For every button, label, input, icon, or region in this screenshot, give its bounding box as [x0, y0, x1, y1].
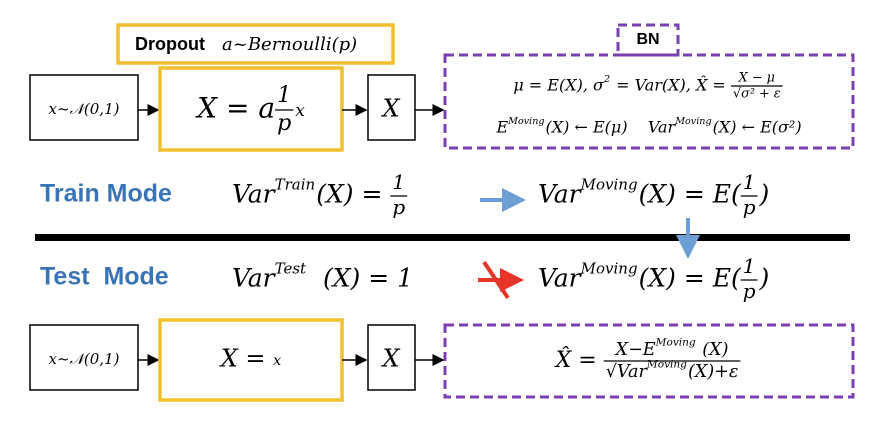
formula-text: Var: [232, 180, 277, 209]
formula: x~𝒩(0,1): [49, 350, 120, 368]
formula-text: Var: [538, 264, 583, 293]
formula-text: X−E: [614, 340, 656, 360]
formula-text: 1: [743, 170, 756, 194]
formula-text: Moving: [580, 176, 638, 194]
formula-text: p: [392, 195, 405, 219]
formula-text: (X) = E(: [639, 264, 742, 293]
formula-text: x: [295, 100, 305, 120]
formula-text: μ = E(X), σ: [513, 76, 605, 95]
denominator: p: [277, 110, 291, 136]
dropout-label-box: [116, 23, 395, 65]
cross-mark: [482, 260, 510, 300]
numerator: X − μ: [738, 71, 775, 86]
formula-text: (X): [697, 340, 729, 360]
formula-text: x~𝒩(0,1): [49, 350, 120, 368]
formula-text: (X) = 1: [307, 264, 413, 293]
bn-box: [443, 323, 855, 399]
formula-text: 1: [277, 82, 291, 108]
numerator: 1: [392, 170, 405, 194]
formula-text: (X) ← E(σ²): [713, 118, 802, 137]
formula-text: Train: [275, 176, 316, 194]
formula: a~Bernoulli(p): [222, 34, 357, 55]
formula-text: ): [759, 264, 770, 293]
formula-text: X̂ =: [554, 347, 604, 373]
formula-text: p: [743, 279, 756, 303]
bn-box: [443, 53, 855, 150]
formula-text: x~𝒩(0,1): [49, 100, 120, 118]
formula: Var Test (X) = 1: [232, 260, 413, 293]
formula-text: X − μ: [738, 71, 775, 86]
denominator: √σ² + ε: [733, 87, 781, 102]
formula: X = x: [219, 345, 282, 373]
input-box: [29, 324, 139, 391]
output-box: [367, 324, 416, 391]
formula: E Moving (X) ← E(μ) Var Moving (X) ← E(σ²): [495, 116, 801, 137]
formula: X: [380, 95, 400, 123]
formula-text: p: [277, 110, 291, 136]
formula-text: Moving: [655, 337, 696, 349]
formula-text: √Var: [606, 362, 649, 382]
denominator: p: [743, 195, 756, 219]
formula: Var Train (X) = 1p: [232, 170, 408, 219]
formula-text: 2: [603, 74, 610, 85]
formula-text: X =: [219, 345, 273, 373]
test-mode-label: Test Mode: [40, 263, 169, 291]
numerator: 1: [743, 170, 756, 194]
formula-text: (X) = E(: [639, 180, 742, 209]
denominator: p: [743, 279, 756, 303]
formula: Var Moving (X) = E(1p): [538, 254, 769, 303]
formula-text: a~Bernoulli(p): [222, 34, 357, 55]
formula-text: ): [759, 180, 770, 209]
formula-text: = Var(X), X̂ =: [611, 76, 731, 95]
formula-text: X: [380, 345, 400, 373]
numerator: 1: [743, 254, 756, 278]
denominator: p: [392, 195, 405, 219]
formula-text: Moving: [507, 116, 544, 127]
bn-title: BN: [636, 31, 659, 48]
output-box: [367, 74, 416, 141]
formula-text: p: [743, 195, 756, 219]
formula-text: 1: [743, 254, 756, 278]
formula-text: E: [495, 118, 508, 137]
formula-text: Var: [232, 264, 277, 293]
denominator: √Var Moving (X)+ε: [606, 359, 739, 382]
formula: Var Moving (X) = E(1p): [538, 170, 769, 219]
dropout-title: Dropout: [135, 34, 205, 54]
formula: X = a 1px: [195, 82, 305, 136]
divider: [35, 234, 850, 241]
formula-text: Moving: [580, 260, 638, 278]
formula-text: Moving: [674, 116, 711, 127]
formula-text: x: [273, 353, 281, 369]
formula-text: X: [380, 95, 400, 123]
train-mode-label: Train Mode: [40, 180, 172, 208]
numerator: X−E Moving (X): [614, 337, 729, 360]
formula-text: (X)+ε: [688, 362, 738, 382]
numerator: 1: [277, 82, 291, 108]
formula: x~𝒩(0,1): [49, 100, 120, 118]
formula: X̂ = X−E Moving (X)√Var Moving (X)+ε: [554, 337, 741, 382]
input-box: [29, 74, 139, 141]
formula-text: √σ² + ε: [733, 87, 781, 102]
formula: X: [380, 345, 400, 373]
formula-text: (X) ← E(μ) Var: [546, 118, 677, 137]
formula-text: 1: [392, 170, 405, 194]
formula-text: (X) =: [316, 180, 390, 209]
formula-text: Var: [538, 180, 583, 209]
formula-text: Test: [275, 260, 307, 278]
dropout-box: [158, 66, 344, 152]
formula-text: X = a: [195, 92, 275, 125]
